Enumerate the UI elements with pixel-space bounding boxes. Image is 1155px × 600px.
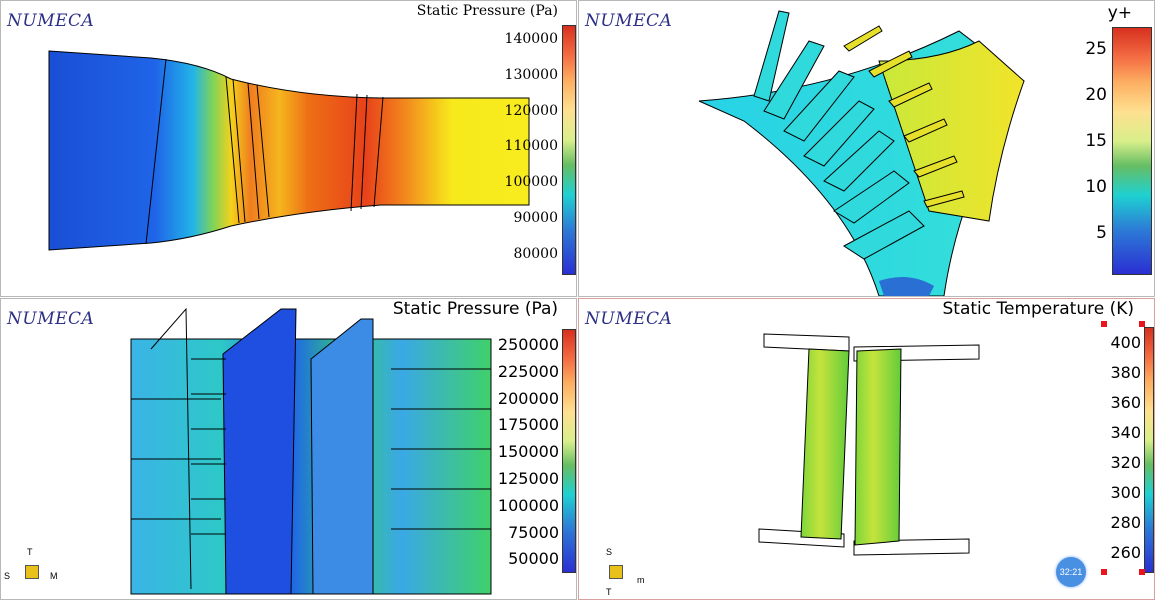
numeca-logo: NUMECA (7, 11, 95, 31)
axis-cube-icon (609, 565, 623, 579)
tick-label: 125000 (497, 469, 559, 488)
tick-label: 75000 (508, 523, 559, 542)
tick-label: 360 (1110, 393, 1141, 412)
yplus-blade-plot (698, 10, 1025, 296)
numeca-logo: NUMECA (585, 11, 673, 31)
pressure-meridional-plot (48, 50, 530, 251)
tick-label: 15 (1085, 131, 1107, 151)
selection-handle[interactable] (1101, 569, 1107, 575)
viewport-yplus-blades[interactable]: NUMECA y+ 25 20 15 10 5 (578, 0, 1155, 297)
blade-left (800, 348, 850, 540)
tick-label: 100000 (504, 174, 558, 190)
tick-label: 200000 (497, 389, 559, 408)
blade-lines (145, 58, 384, 245)
tick-label: 25 (1085, 39, 1107, 59)
tick-label: 340 (1110, 423, 1141, 442)
stator-surface (878, 40, 1025, 222)
rotor-blades (753, 10, 925, 260)
tick-label: 250000 (497, 335, 559, 354)
colorbar (562, 329, 576, 573)
selection-handle[interactable] (1139, 321, 1145, 327)
temperature-blade-plot (758, 333, 980, 556)
channel-surface (48, 50, 530, 251)
tick-label: 5 (1096, 223, 1107, 243)
tick-label: 140000 (504, 31, 558, 47)
tick-label: 50000 (508, 549, 559, 568)
rotor-row-2 (310, 318, 374, 595)
axis-label-up: T (27, 547, 33, 557)
tick-label: 400 (1110, 333, 1141, 352)
colorbar-title: Static Pressure (Pa) (392, 299, 558, 319)
tick-label: 380 (1110, 363, 1141, 382)
tick-label: 150000 (497, 442, 559, 461)
tick-label: 110000 (504, 138, 558, 154)
selection-handle[interactable] (1139, 569, 1145, 575)
rotor-row-1 (222, 308, 297, 595)
tick-label: 90000 (513, 210, 558, 226)
colorbar-title: Static Temperature (K) (942, 299, 1134, 319)
viewport-static-pressure-multistage[interactable]: NUMECA Static Pressure (Pa) 250000 22500… (0, 298, 577, 600)
tick-label: 280 (1110, 513, 1141, 532)
tick-label: 120000 (504, 103, 558, 119)
axis-label-right: m (637, 575, 645, 585)
tick-label: 10 (1085, 177, 1107, 197)
tick-label: 175000 (497, 415, 559, 434)
tick-label: 80000 (513, 246, 558, 262)
axis-label-down: T (606, 587, 612, 597)
blade-row-lines (131, 307, 491, 590)
tick-label: 100000 (497, 496, 559, 515)
numeca-logo: NUMECA (585, 309, 673, 329)
viewport-static-temperature[interactable]: NUMECA Static Temperature (K) 400 380 36… (578, 298, 1155, 600)
axis-label-up: S (606, 547, 613, 557)
tick-label: 320 (1110, 453, 1141, 472)
axis-cube-icon (25, 565, 39, 579)
tick-label: 260 (1110, 543, 1141, 562)
colorbar-title: y+ (1107, 3, 1132, 23)
tick-label: 300 (1110, 483, 1141, 502)
timer-badge[interactable]: 32:21 (1056, 557, 1086, 587)
colorbar (1144, 327, 1154, 573)
selection-handle[interactable] (1101, 321, 1107, 327)
tick-label: 20 (1085, 85, 1107, 105)
viewport-static-pressure-meridional[interactable]: NUMECA Static Pressure (Pa) 140000 13000… (0, 0, 577, 297)
tick-label: 130000 (504, 67, 558, 83)
stator-blades (843, 25, 965, 208)
tick-label: 225000 (497, 362, 559, 381)
colorbar (562, 25, 576, 275)
numeca-logo: NUMECA (7, 309, 95, 329)
axis-label-right: M (50, 571, 58, 581)
blade-right (854, 348, 902, 546)
axis-label-left: S (4, 571, 11, 581)
pressure-multistage-plot (130, 307, 492, 595)
colorbar (1112, 27, 1152, 275)
low-yplus-region (879, 277, 934, 296)
colorbar-title: Static Pressure (Pa) (416, 3, 558, 19)
